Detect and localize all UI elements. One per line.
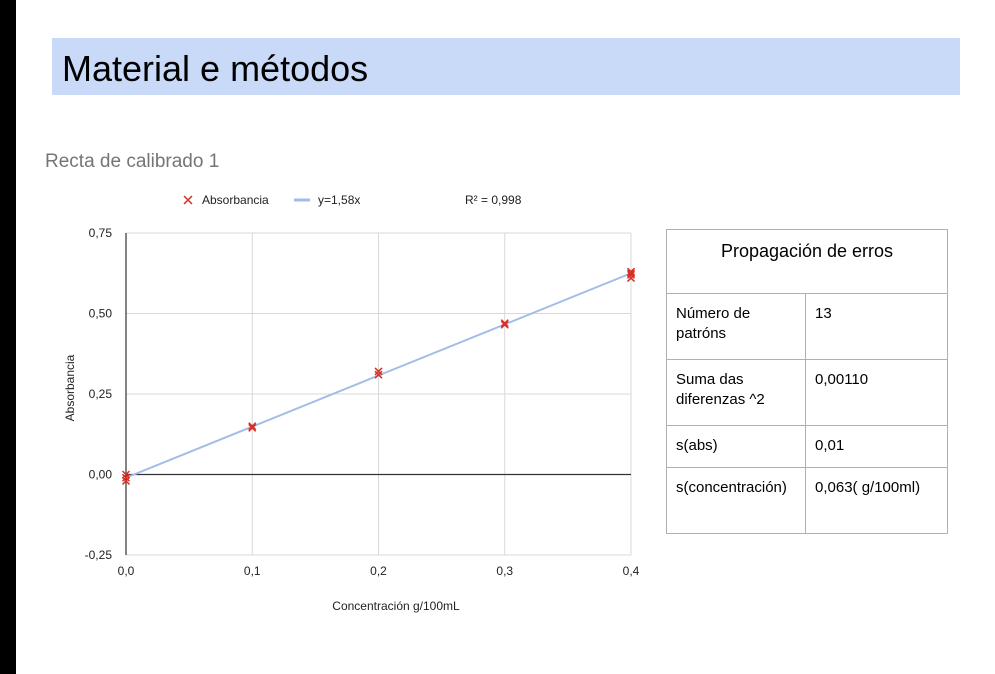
row-value: 13 [805,293,948,360]
row-label: s(concentración) [666,467,806,534]
row-label: s(abs) [666,425,806,468]
data-point-stroke [248,423,257,432]
slide-title: Material e métodos [62,48,369,89]
calibration-chart: -0,25 0,00 0,25 0,50 0,75 0,0 0,1 0,2 0,3 0,4 Abs… [63,193,640,613]
data-point [121,473,131,482]
row-value: 0,00110 [805,359,948,426]
data-point [500,320,509,329]
r-squared-annotation: R² = 0,998 [465,193,522,207]
data-point-stroke [626,269,636,278]
y-tick-label: 0,00 [89,468,113,482]
data-point-stroke [626,267,636,276]
data-point [248,422,257,431]
x-tick-label: 0,4 [623,564,640,578]
data-point-stroke [248,422,257,431]
table-row: s(abs) 0,01 [666,425,948,468]
row-value: 0,01 [805,425,948,468]
data-point [626,269,636,278]
data-point [500,319,509,328]
data-point-stroke [500,320,509,329]
data-point-stroke [626,270,636,279]
row-value: 0,063( g/100ml) [805,467,948,534]
axes [125,233,631,555]
row-label: Número de patróns [666,293,806,360]
data-point-stroke [121,476,131,485]
x-axis-label: Concentración g/100mL [332,599,460,613]
table-row: Suma das diferenzas ^2 0,00110 [666,359,948,426]
title-band: Material e métodos [52,38,960,95]
x-tick-label: 0,1 [244,564,261,578]
x-tick-label: 0,3 [496,564,513,578]
data-point [374,367,383,376]
data-point-stroke [374,370,383,379]
legend-marker-absorbancia [183,195,193,205]
data-point [626,267,636,276]
legend-label-absorbancia: Absorbancia [202,193,269,207]
x-tick-label: 0,0 [118,564,135,578]
table-row: Número de patróns 13 [666,293,948,360]
legend: Absorbancia y=1,58x R² = 0,998 [183,193,522,207]
data-point [626,270,636,279]
scatter-series [121,267,636,485]
y-tick-label: 0,25 [89,387,113,401]
y-tick-label: 0,75 [89,226,113,240]
error-propagation-table: Propagación de erros Número de patróns 1… [666,229,948,534]
y-tick-label: -0,25 [85,548,113,562]
data-point [121,476,131,485]
tick-labels: -0,25 0,00 0,25 0,50 0,75 0,0 0,1 0,2 0,3 0,4 [85,226,640,578]
chart-title: Recta de calibrado 1 [45,151,220,172]
data-point-stroke [121,473,131,482]
data-point-stroke [374,367,383,376]
row-label: Suma das diferenzas ^2 [666,359,806,426]
data-point [121,470,131,479]
grid-lines [126,232,632,556]
data-point [374,370,383,379]
slide: Material e métodos Recta de calibrado 1 … [16,0,995,674]
legend-label-trendline: y=1,58x [318,193,360,207]
x-tick-label: 0,2 [370,564,387,578]
data-point-stroke [121,470,131,479]
table-row: s(concentración) 0,063( g/100ml) [666,467,948,534]
table-header: Propagación de erros [666,229,948,294]
y-tick-label: 0,50 [89,307,113,321]
y-axis-label: Absorbancia [63,354,77,421]
data-point-stroke [500,319,509,328]
data-point [248,423,257,432]
